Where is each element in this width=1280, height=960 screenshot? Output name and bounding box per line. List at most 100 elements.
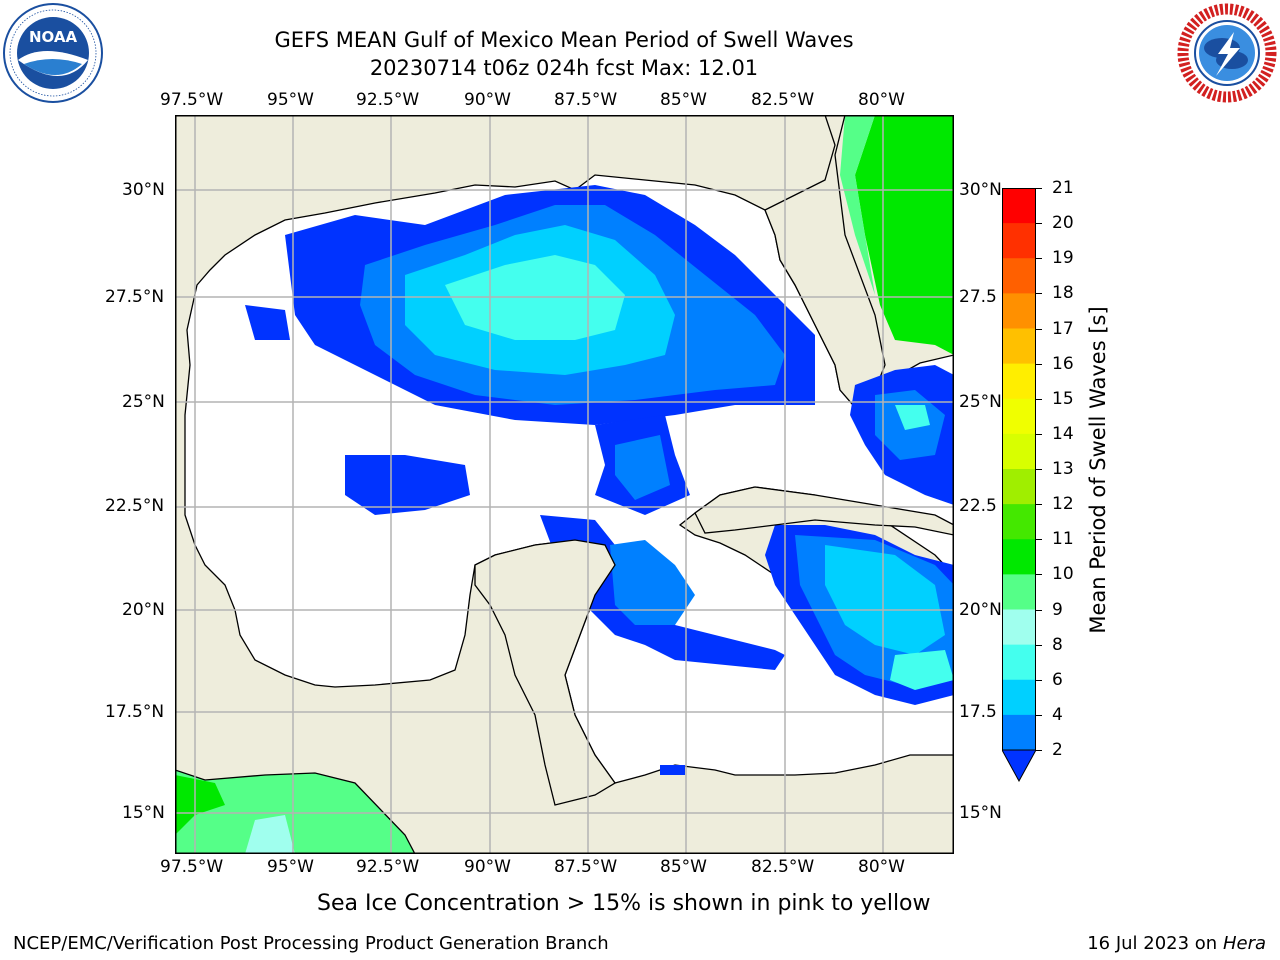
lon-label-top: 97.5°W [160, 90, 224, 110]
atlantic-swell-area [855, 115, 954, 355]
colorbar-band [1002, 539, 1036, 575]
colorbar-tick-mark [1036, 679, 1042, 681]
colorbar-band [1002, 258, 1036, 294]
footer-left: NCEP/EMC/Verification Post Processing Pr… [13, 933, 609, 954]
colorbar-tick-mark [1036, 328, 1042, 330]
pacific-swell-area [175, 770, 415, 854]
colorbar-band [1002, 469, 1036, 505]
lon-label-bottom: 90°W [464, 857, 511, 877]
colorbar-tick-label: 18 [1052, 283, 1074, 304]
noaa-logo-text: NOAA [29, 28, 78, 46]
lat-label-right: 25°N [959, 392, 1002, 412]
colorbar-band [1002, 223, 1036, 259]
colorbar-tick-mark [1036, 644, 1042, 646]
colorbar-tick-label: 21 [1052, 178, 1074, 198]
lat-label-left: 27.5°N [105, 287, 165, 307]
colorbar-band [1002, 328, 1036, 365]
colorbar-tick-mark [1036, 539, 1042, 541]
noaa-logo: NOAA [2, 2, 104, 104]
colorbar-tick-label: 11 [1052, 529, 1074, 550]
lon-label-bottom: 92.5°W [356, 857, 420, 877]
lat-label-right: 27.5 [959, 287, 997, 307]
lon-label-top: 90°W [464, 90, 511, 110]
colorbar-tick-label: 2 [1052, 740, 1063, 760]
swell-period-map [174, 114, 955, 855]
colorbar-title: Mean Period of Swell Waves [s] [1086, 306, 1110, 634]
colorbar-band [1002, 574, 1036, 610]
pacific-coast [174, 769, 416, 855]
yucatan [474, 539, 616, 806]
map-frame [175, 115, 954, 854]
colorbar-tick-label: 19 [1052, 248, 1074, 269]
colorbar-bands [1001, 188, 1037, 783]
lat-label-left: 30°N [122, 180, 165, 200]
colorbar-tick-label: 14 [1052, 423, 1074, 444]
colorbar-band [1002, 398, 1036, 435]
colorbar-band [1002, 644, 1036, 681]
colorbar-tick-label: 12 [1052, 494, 1074, 515]
lon-label-top: 85°W [660, 90, 707, 110]
colorbar-band [1002, 188, 1036, 224]
colorbar-band [1002, 363, 1036, 400]
colorbar-frame [1002, 188, 1036, 751]
colorbar-tick-label: 6 [1052, 669, 1063, 690]
colorbar-tick-label: 8 [1052, 634, 1063, 655]
colorbar-tick-label: 17 [1052, 318, 1074, 339]
colorbar-tick-mark [1036, 398, 1042, 400]
colorbar-extend-arrow [1001, 749, 1037, 783]
lon-label-bottom: 95°W [267, 857, 314, 877]
colorbar-tick-mark [1036, 293, 1042, 295]
pacific-swell-core [175, 775, 225, 835]
lon-label-top: 95°W [267, 90, 314, 110]
colorbar-band [1002, 609, 1036, 646]
colorbar-tick-mark [1036, 188, 1042, 189]
colorbar-tick-label: 4 [1052, 704, 1063, 725]
colorbar-band [1002, 433, 1036, 470]
colorbar-band [1002, 679, 1036, 716]
colorbar-tick-mark [1036, 574, 1042, 576]
lat-label-left: 17.5°N [105, 702, 165, 722]
colorbar-tick-label: 16 [1052, 353, 1074, 374]
map-panel [174, 114, 955, 855]
colorbar-tick-mark [1036, 714, 1042, 716]
lon-label-top: 82.5°W [751, 90, 815, 110]
lat-label-right: 15°N [959, 803, 1002, 823]
lat-label-right: 20°N [959, 600, 1002, 620]
florida [764, 114, 886, 406]
colorbar-band [1002, 504, 1036, 540]
sea-ice-note: Sea Ice Concentration > 15% is shown in … [317, 891, 931, 916]
colorbar-tick-label: 13 [1052, 459, 1074, 479]
colorbar-tick-mark [1036, 223, 1042, 225]
footer-right: 16 Jul 2023 on Hera [1087, 933, 1266, 954]
map-title: GEFS MEAN Gulf of Mexico Mean Period of … [274, 28, 854, 52]
colorbar-band [1002, 293, 1036, 329]
lon-label-bottom: 85°W [660, 857, 707, 877]
lon-label-top: 92.5°W [356, 90, 420, 110]
lat-label-right: 17.5 [959, 702, 997, 722]
lon-label-top: 80°W [858, 90, 905, 110]
colorbar-tick-label: 15 [1052, 388, 1074, 409]
colorbar-tick-mark [1036, 433, 1042, 435]
colorbar-band [1002, 714, 1036, 751]
colorbar-tick-label: 9 [1052, 599, 1063, 620]
map-subtitle: 20230714 t06z 024h fcst Max: 12.01 [369, 56, 759, 80]
map-gridlines [175, 115, 954, 854]
colorbar-tick-mark [1036, 750, 1042, 751]
gulf-swell-patches [245, 185, 954, 775]
footer-machine: Hera [1222, 933, 1266, 954]
lat-label-left: 25°N [122, 392, 165, 412]
colorbar-tick-mark [1036, 469, 1042, 470]
colorbar-tick-label: 20 [1052, 213, 1074, 234]
colorbar-tick-mark [1036, 609, 1042, 611]
lon-label-bottom: 80°W [858, 857, 905, 877]
lon-label-bottom: 87.5°W [554, 857, 618, 877]
lat-label-right: 22.5 [959, 496, 997, 516]
lat-label-right: 30°N [959, 180, 1002, 200]
footer-date: 16 Jul 2023 on [1087, 933, 1223, 954]
lon-label-bottom: 82.5°W [751, 857, 815, 877]
colorbar-tick-mark [1036, 258, 1042, 260]
colorbar [1001, 188, 1037, 783]
lon-label-bottom: 97.5°W [160, 857, 224, 877]
nws-logo [1176, 2, 1278, 104]
lat-label-left: 15°N [122, 803, 165, 823]
